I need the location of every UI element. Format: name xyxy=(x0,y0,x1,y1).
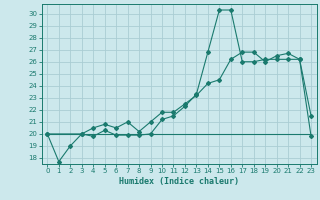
X-axis label: Humidex (Indice chaleur): Humidex (Indice chaleur) xyxy=(119,177,239,186)
